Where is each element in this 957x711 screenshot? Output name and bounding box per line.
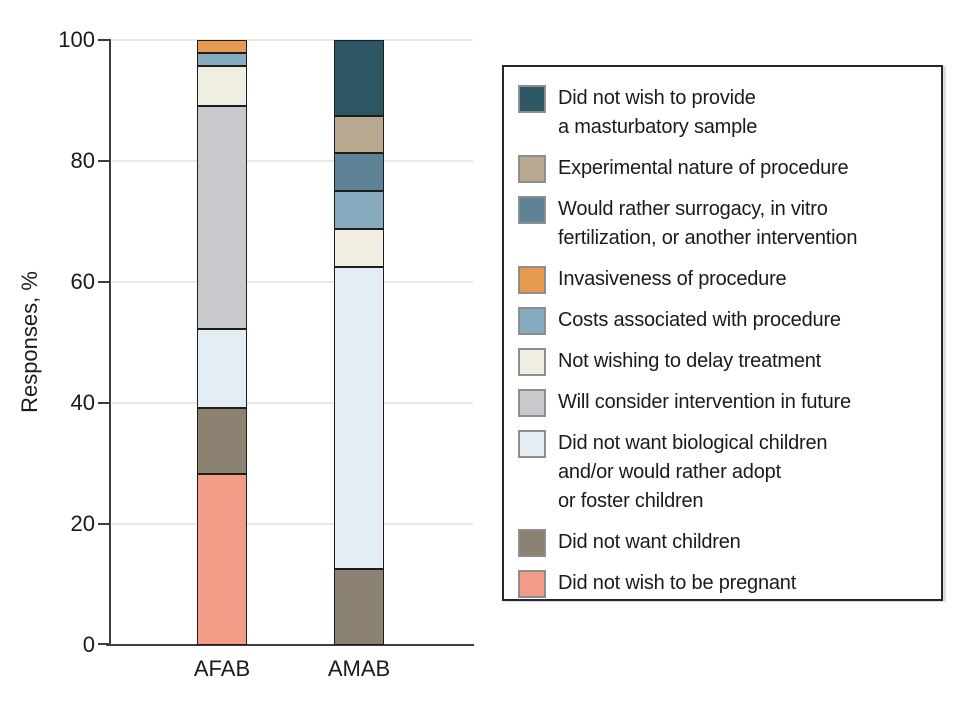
legend-swatch-costs <box>518 307 546 335</box>
legend-item: Will consider intervention in future <box>518 388 933 417</box>
legend-item: Experimental nature of procedure <box>518 154 933 183</box>
stacked-bar-amab <box>334 40 384 645</box>
bar-segment <box>334 229 384 267</box>
legend-swatch-surrogacy-ivf <box>518 196 546 224</box>
y-tick-label-60: 60 <box>70 269 95 294</box>
y-tick-label-40: 40 <box>70 390 95 415</box>
y-axis-line <box>109 39 111 646</box>
legend-label: Did not want biological children and/or … <box>558 432 828 512</box>
legend-label: Did not wish to be pregnant <box>558 572 797 594</box>
legend-label: Did not wish to provide a masturbatory s… <box>558 87 758 138</box>
legend-item: Did not want biological children and/or … <box>518 429 933 516</box>
y-tick-mark <box>98 281 110 283</box>
legend-item: Not wishing to delay treatment <box>518 347 933 376</box>
bar-segment <box>197 474 247 645</box>
legend-swatch-delay-treatment <box>518 348 546 376</box>
gridline-80 <box>112 160 473 162</box>
bar-segment <box>334 115 384 154</box>
gridline-60 <box>112 281 473 283</box>
stacked-bar-afab <box>197 40 247 645</box>
bar-segment <box>197 105 247 330</box>
bar-segment <box>334 40 384 116</box>
y-tick-label-20: 20 <box>70 511 95 536</box>
legend-label: Experimental nature of procedure <box>558 157 849 179</box>
bar-segment <box>197 40 247 54</box>
y-tick-mark <box>98 523 110 525</box>
bar-segment <box>197 329 247 409</box>
legend-item: Did not wish to be pregnant <box>518 569 933 598</box>
gridline-40 <box>112 402 473 404</box>
legend-item: Did not wish to provide a masturbatory s… <box>518 84 933 142</box>
bar-segment <box>334 266 384 570</box>
legend-swatch-masturbatory-sample <box>518 85 546 113</box>
y-tick-label-0: 0 <box>82 632 95 657</box>
y-tick-mark <box>98 643 110 645</box>
legend-label: Costs associated with procedure <box>558 309 841 331</box>
x-axis-label-amab: AMAB <box>327 656 391 681</box>
legend-item: Costs associated with procedure <box>518 306 933 335</box>
x-axis-label-afab: AFAB <box>193 656 251 681</box>
legend-item: Did not want children <box>518 528 933 557</box>
legend-swatch-not-pregnant <box>518 570 546 598</box>
legend-swatch-no-biological-children <box>518 430 546 458</box>
y-tick-label-80: 80 <box>70 148 95 173</box>
legend-label: Did not want children <box>558 531 741 553</box>
legend-swatch-experimental <box>518 155 546 183</box>
legend-label: Not wishing to delay treatment <box>558 350 822 372</box>
y-tick-mark <box>98 39 110 41</box>
gridline-20 <box>112 523 473 525</box>
y-axis-title: Responses, % <box>17 271 42 413</box>
bar-segment <box>197 53 247 67</box>
bar-segment <box>334 569 384 645</box>
gridline-100 <box>112 39 473 41</box>
legend-label: Would rather surrogacy, in vitro fertili… <box>558 198 858 249</box>
legend-item: Invasiveness of procedure <box>518 265 933 294</box>
bar-segment <box>197 66 247 106</box>
bar-segment <box>334 191 384 230</box>
legend-label: Will consider intervention in future <box>558 391 851 413</box>
legend-swatch-consider-future <box>518 389 546 417</box>
y-tick-mark <box>98 160 110 162</box>
y-tick-mark <box>98 402 110 404</box>
y-tick-label-100: 100 <box>58 27 95 52</box>
legend-box: Did not wish to provide a masturbatory s… <box>502 65 943 601</box>
legend-swatch-no-children <box>518 529 546 557</box>
legend-swatch-invasiveness <box>518 266 546 294</box>
bar-segment <box>334 153 384 192</box>
bar-segment <box>197 408 247 475</box>
legend-label: Invasiveness of procedure <box>558 268 787 290</box>
x-axis-line <box>106 644 474 646</box>
legend-item: Would rather surrogacy, in vitro fertili… <box>518 195 933 253</box>
